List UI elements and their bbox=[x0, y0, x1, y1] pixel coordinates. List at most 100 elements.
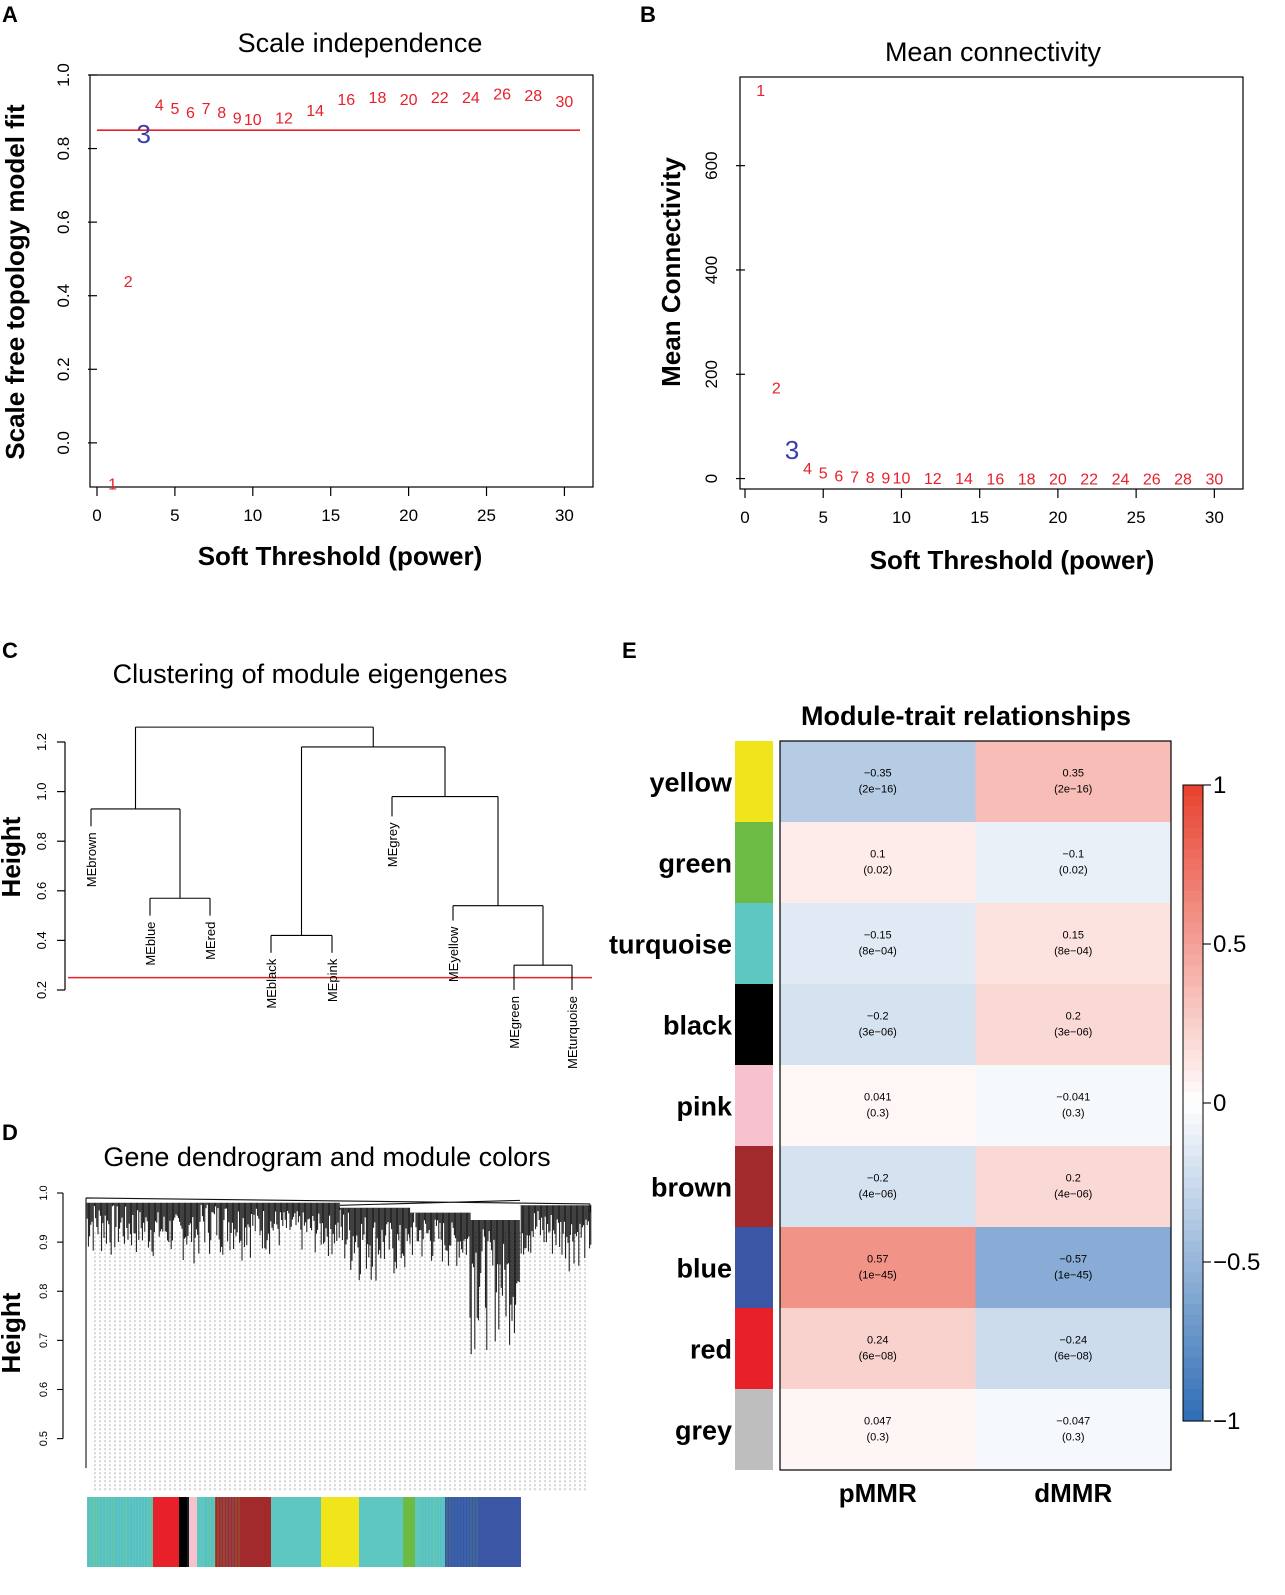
panel-e-cell bbox=[975, 1146, 1171, 1227]
panel-c-ylabel: Height bbox=[0, 816, 26, 897]
panel-c-leaf-label: MEturquoise bbox=[565, 996, 580, 1069]
panel-a-xtick-label: 15 bbox=[321, 506, 340, 525]
panel-d-ytick-label: 0.5 bbox=[38, 1431, 50, 1446]
panel-a-point: 12 bbox=[275, 110, 293, 127]
panel-b-ytick-label: 200 bbox=[702, 360, 721, 388]
panel-e-cell-value: 0.041 bbox=[864, 1092, 892, 1104]
panel-e-colorbar-step bbox=[1183, 1060, 1203, 1072]
panel-e-colorbar-step bbox=[1183, 1177, 1203, 1189]
panel-b-xtick-label: 15 bbox=[970, 508, 989, 527]
panel-d-ytick-label: 1.0 bbox=[38, 1185, 50, 1200]
panel-e-colorbar-step bbox=[1183, 816, 1203, 828]
panel-b-point: 30 bbox=[1205, 472, 1223, 489]
panel-a-point: 20 bbox=[400, 92, 418, 109]
panel-b-point: 8 bbox=[866, 470, 875, 487]
panel-c-ytick-label: 0.8 bbox=[34, 832, 49, 850]
panel-label-b: B bbox=[640, 2, 656, 27]
panel-d-module-green bbox=[403, 1497, 415, 1567]
panel-e-cell-pvalue: (0.3) bbox=[866, 1432, 889, 1444]
panel-e-colorbar-step bbox=[1183, 827, 1203, 839]
panel-e-cell bbox=[780, 741, 976, 822]
panel-e-cell-value: 0.35 bbox=[1063, 768, 1084, 780]
panel-c-leaf-label: MEgreen bbox=[507, 996, 522, 1049]
panel-e-row-label: blue bbox=[676, 1254, 732, 1284]
panel-e-colorbar-step bbox=[1183, 1071, 1203, 1083]
panel-e-colorbar-tick-label: 0 bbox=[1213, 1090, 1226, 1117]
panel-b-xtick-label: 10 bbox=[892, 508, 911, 527]
panel-b-point: 14 bbox=[955, 471, 973, 488]
panel-e-colorbar-step bbox=[1183, 1156, 1203, 1168]
panel-e: E Module-trait relationships yellow −0.35… bbox=[609, 638, 1260, 1508]
panel-e-colorbar-step bbox=[1183, 1368, 1203, 1380]
panel-e-cell-pvalue: (0.3) bbox=[866, 1108, 889, 1120]
panel-b-xlabel: Soft Threshold (power) bbox=[870, 545, 1155, 575]
panel-e-cell bbox=[975, 1227, 1171, 1308]
panel-a-ytick-label: 0.4 bbox=[54, 284, 73, 308]
panel-e-row-label: green bbox=[658, 849, 732, 879]
panel-d-branch-cluster bbox=[409, 1212, 471, 1266]
panel-d-axes: 0.5 0.6 0.7 0.8 0.9 1.0 bbox=[38, 1185, 64, 1446]
panel-b: B Mean connectivity Soft Threshold (powe… bbox=[640, 2, 1244, 575]
panel-e-colorbar-step bbox=[1183, 1410, 1203, 1422]
panel-d-dendrogram bbox=[85, 1197, 592, 1492]
panel-e-cell-pvalue: (6e−08) bbox=[859, 1351, 897, 1363]
panel-e-colorbar-step bbox=[1183, 1262, 1203, 1274]
panel-d-module-black bbox=[179, 1497, 189, 1567]
panel-e-cell-pvalue: (4e−06) bbox=[859, 1189, 897, 1201]
panel-a-ytick-label: 1.0 bbox=[54, 63, 73, 87]
panel-a-ytick-label: 0.0 bbox=[54, 431, 73, 455]
panel-b-frame bbox=[739, 76, 1244, 490]
panel-b-point: 6 bbox=[834, 468, 843, 485]
panel-a-point: 26 bbox=[493, 86, 511, 103]
panel-e-cell bbox=[780, 1065, 976, 1146]
panel-e-colorbar-step bbox=[1183, 1124, 1203, 1136]
panel-e-colorbar-tick-label: 0.5 bbox=[1213, 931, 1246, 958]
panel-e-module-swatch-red bbox=[735, 1308, 773, 1389]
panel-e-cell bbox=[780, 1146, 976, 1227]
panel-e-colorbar-step bbox=[1183, 1092, 1203, 1104]
panel-e-colorbar-step bbox=[1183, 1240, 1203, 1252]
panel-e-colorbar-step bbox=[1183, 1325, 1203, 1337]
panel-c-leaf-label: MEblue bbox=[143, 922, 158, 966]
panel-e-cell-value: 0.2 bbox=[1066, 1173, 1081, 1185]
panel-c-dendrogram bbox=[90, 726, 573, 990]
panel-e-colorbar-step bbox=[1183, 954, 1203, 966]
panel-e-colorbar-step bbox=[1183, 1283, 1203, 1295]
panel-a-point: 5 bbox=[170, 101, 179, 118]
panel-a-point: 28 bbox=[524, 88, 542, 105]
panel-c-title: Clustering of module eigengenes bbox=[113, 659, 508, 689]
panel-e-frame bbox=[779, 740, 1172, 1471]
panel-a-point: 10 bbox=[244, 112, 262, 129]
panel-e-colorbar-tick-label: −0.5 bbox=[1213, 1249, 1260, 1276]
panel-e-colorbar-step bbox=[1183, 859, 1203, 871]
panel-e-cell-pvalue: (3e−06) bbox=[1054, 1027, 1092, 1039]
panel-e-colorbar-step bbox=[1183, 912, 1203, 924]
panel-e-cell-value: −0.1 bbox=[1062, 849, 1084, 861]
panel-b-point: 24 bbox=[1112, 472, 1130, 489]
panel-e-colorbar-step bbox=[1183, 997, 1203, 1009]
panel-d-module-turquoise bbox=[359, 1497, 403, 1567]
panel-d-ytick-label: 0.7 bbox=[38, 1333, 50, 1348]
panel-b-point: 2 bbox=[772, 380, 781, 397]
panel-e-colorbar-step bbox=[1183, 1378, 1203, 1390]
panel-e-colorbar-step bbox=[1183, 1198, 1203, 1210]
panel-a-point: 30 bbox=[556, 94, 574, 111]
panel-a-xtick-label: 30 bbox=[555, 506, 574, 525]
panel-e-cell-value: −0.2 bbox=[867, 1011, 889, 1023]
panel-c-leaves: MEbrown MEblue MEred MEblack MEpink MEgrey MEy… bbox=[84, 822, 580, 1069]
panel-e-colorbar-step bbox=[1183, 965, 1203, 977]
panel-e-cell-pvalue: (8e−04) bbox=[859, 946, 897, 958]
panel-b-point: 1 bbox=[756, 83, 765, 100]
panel-e-colorbar-step bbox=[1183, 933, 1203, 945]
panel-c-leaf-label: MEred bbox=[203, 922, 218, 960]
panel-e-colorbar-step bbox=[1183, 838, 1203, 850]
panel-c-ytick-label: 1.0 bbox=[34, 783, 49, 801]
panel-e-cell bbox=[780, 1389, 976, 1470]
panel-e-cell-pvalue: (2e−16) bbox=[1054, 784, 1092, 796]
panel-b-xtick-label: 5 bbox=[818, 508, 827, 527]
panel-b-point: 28 bbox=[1174, 472, 1192, 489]
panel-e-column-label: dMMR bbox=[1034, 1478, 1112, 1508]
panel-d-module-color-bar bbox=[87, 1497, 521, 1567]
